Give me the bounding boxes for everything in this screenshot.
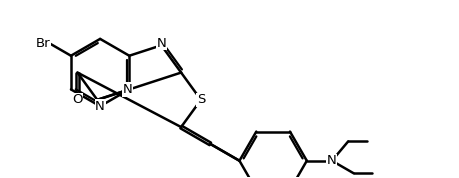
Text: N: N — [123, 83, 132, 96]
Text: Br: Br — [36, 37, 50, 50]
Text: N: N — [95, 100, 105, 113]
Text: N: N — [327, 154, 337, 167]
Text: S: S — [197, 93, 205, 106]
Text: N: N — [157, 37, 166, 50]
Text: O: O — [72, 93, 83, 106]
